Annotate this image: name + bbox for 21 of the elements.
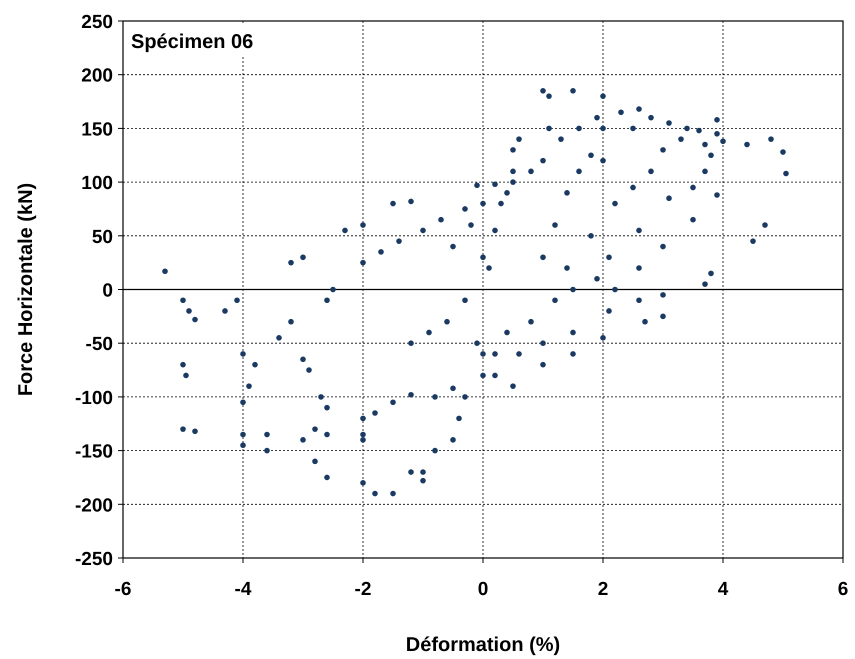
y-tick-label: 150 — [81, 119, 113, 140]
y-tick-label: 50 — [92, 226, 113, 248]
x-tick-label: 2 — [598, 579, 608, 600]
y-tick-label: 250 — [81, 12, 113, 33]
y-tick-label: 100 — [81, 173, 113, 194]
x-tick-label: 4 — [718, 579, 729, 600]
x-tick-label: -2 — [354, 579, 372, 600]
x-tick-label: -4 — [234, 579, 252, 600]
y-tick-label: -50 — [86, 334, 113, 356]
y-tick-label: 200 — [81, 66, 113, 87]
y-tick-label: -250 — [74, 549, 113, 570]
x-tick-label: 0 — [478, 579, 488, 600]
y-tick-label: 0 — [102, 280, 113, 302]
y-tick-label: -100 — [74, 388, 113, 409]
x-tick-label: 6 — [838, 579, 848, 600]
y-tick-label: -150 — [74, 442, 113, 463]
y-tick-label: -200 — [74, 495, 113, 516]
text: Spécimen 06 — [131, 31, 254, 53]
y-axis-title: Force Horizontale (kN) — [15, 182, 37, 396]
x-axis-title: Déformation (%) — [406, 634, 560, 656]
x-tick-label: -6 — [114, 579, 132, 600]
